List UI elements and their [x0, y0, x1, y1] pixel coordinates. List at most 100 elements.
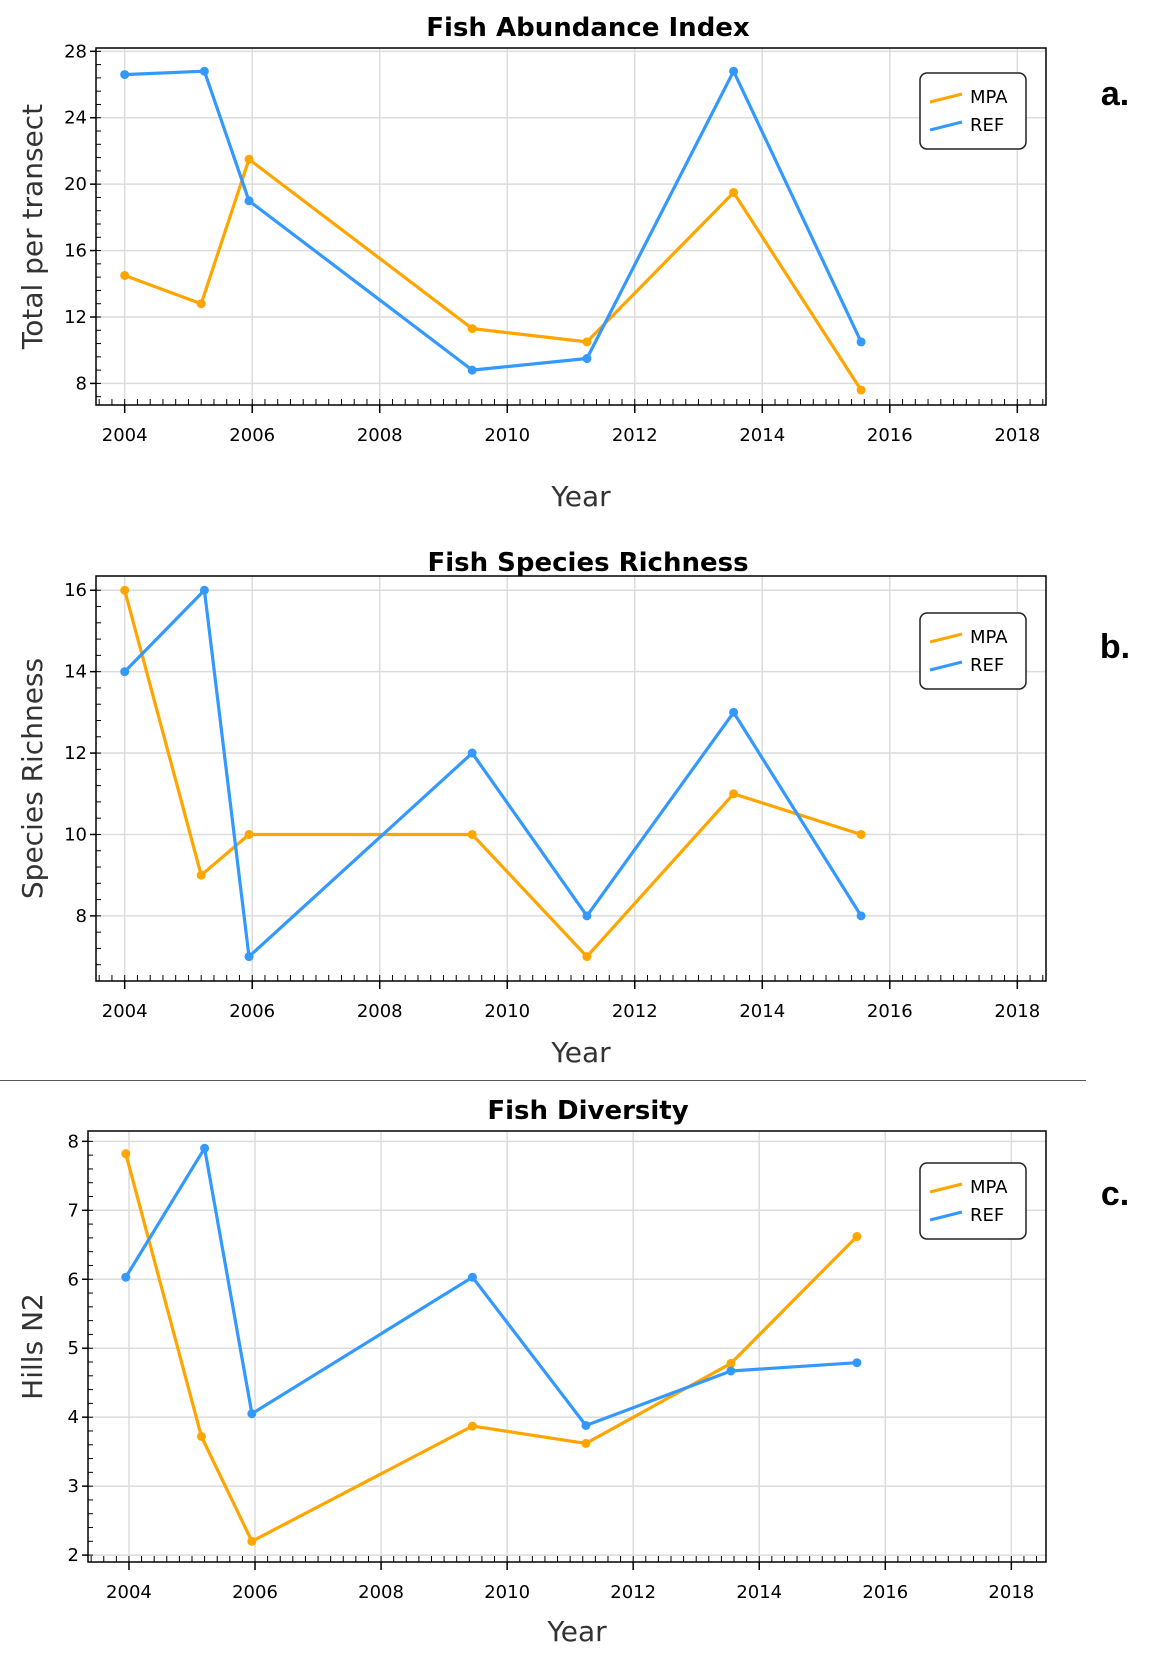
chart-title: Fish Diversity: [487, 1096, 688, 1126]
y-tick-label: 4: [68, 1407, 79, 1428]
data-point-ref: [244, 952, 254, 962]
data-point-ref: [581, 1420, 591, 1430]
y-tick-label: 14: [64, 662, 87, 683]
legend-swatch-ref: [929, 1210, 963, 1222]
data-point-ref: [852, 1358, 862, 1368]
data-point-ref: [856, 911, 866, 921]
x-tick-label: 2010: [484, 1582, 530, 1603]
legend-box: [919, 1162, 1027, 1240]
x-tick-label: 2016: [867, 425, 913, 446]
legend-swatch-ref: [929, 660, 963, 672]
x-tick-label: 2006: [232, 1582, 278, 1603]
x-tick-label: 2012: [612, 425, 658, 446]
y-axis-label: Hills N2: [16, 1293, 49, 1400]
x-tick-label: 2012: [612, 1001, 658, 1022]
x-tick-label: 2004: [106, 1582, 152, 1603]
data-point-mpa: [120, 585, 130, 595]
data-point-mpa: [582, 337, 592, 347]
data-point-mpa: [581, 1438, 591, 1448]
x-tick-label: 2006: [229, 425, 275, 446]
y-tick-label: 28: [64, 41, 87, 62]
legend-box: [919, 72, 1027, 150]
y-tick-label: 16: [64, 580, 87, 601]
panel-label: c.: [1101, 1175, 1129, 1213]
data-point-ref: [247, 1409, 257, 1419]
data-point-ref: [467, 365, 477, 375]
data-point-ref: [199, 66, 209, 76]
series-group: [121, 1143, 862, 1546]
x-tick-label: 2016: [862, 1582, 908, 1603]
panel-label: b.: [1100, 628, 1130, 666]
panel-divider: [0, 1080, 1086, 1081]
legend-box: [919, 612, 1027, 690]
x-tick-label: 2014: [736, 1582, 782, 1603]
x-tick-label: 2018: [994, 1001, 1040, 1022]
data-point-ref: [726, 1366, 736, 1376]
y-tick-label: 16: [64, 241, 87, 262]
x-tick-label: 2004: [102, 425, 148, 446]
x-tick-label: 2008: [358, 1582, 404, 1603]
data-point-mpa: [852, 1232, 862, 1242]
panel-label: a.: [1101, 75, 1129, 113]
data-point-mpa: [467, 324, 477, 334]
data-point-mpa: [856, 829, 866, 839]
legend-label-ref: REF: [970, 1205, 1004, 1226]
y-tick-label: 24: [64, 108, 87, 129]
y-tick-label: 3: [68, 1476, 79, 1497]
legend-label-mpa: MPA: [970, 627, 1008, 648]
data-point-ref: [120, 667, 130, 677]
x-tick-label: 2012: [610, 1582, 656, 1603]
y-tick-label: 8: [76, 906, 87, 927]
x-axis-label: Year: [550, 1036, 611, 1069]
chart-title: Fish Species Richness: [427, 548, 748, 578]
data-point-mpa: [856, 385, 866, 395]
x-tick-label: 2008: [357, 425, 403, 446]
x-axis-label: Year: [550, 480, 611, 513]
x-tick-label: 2008: [357, 1001, 403, 1022]
legend-label-ref: REF: [970, 655, 1004, 676]
chart-fish-diversity: Fish Diversity 2004 2006 2008 2010 2012 2014 20…: [16, 1096, 1129, 1648]
data-point-mpa: [582, 952, 592, 962]
x-axis-label: Year: [546, 1615, 607, 1648]
data-point-mpa: [244, 829, 254, 839]
data-point-ref: [467, 1272, 477, 1282]
plot-area: [96, 48, 1046, 405]
data-point-mpa: [467, 1421, 477, 1431]
data-point-ref: [467, 748, 477, 758]
x-tick-label: 2016: [867, 1001, 913, 1022]
plot-area: [88, 1131, 1046, 1562]
data-point-ref: [244, 196, 254, 206]
x-tick-label: 2010: [484, 1001, 530, 1022]
y-tick-label: 2: [68, 1545, 79, 1566]
y-tick-label: 8: [76, 373, 87, 394]
y-tick-label: 5: [68, 1338, 79, 1359]
series-group: [120, 585, 866, 962]
legend-swatch-mpa: [929, 92, 963, 104]
series-group: [120, 66, 866, 395]
y-tick-label: 12: [64, 307, 87, 328]
data-point-mpa: [726, 1358, 736, 1368]
data-point-ref: [120, 70, 130, 80]
data-point-ref: [199, 585, 209, 595]
x-tick-label: 2006: [229, 1001, 275, 1022]
x-tick-label: 2004: [102, 1001, 148, 1022]
data-point-mpa: [729, 187, 739, 197]
data-point-mpa: [196, 1431, 206, 1441]
plot-frame: [87, 1130, 1047, 1563]
legend-label-mpa: MPA: [970, 1177, 1008, 1198]
data-point-mpa: [196, 299, 206, 309]
data-point-ref: [582, 354, 592, 364]
x-tick-label: 2018: [994, 425, 1040, 446]
plot-area: [96, 576, 1046, 981]
x-tick-label: 2014: [739, 425, 785, 446]
chart-title: Fish Abundance Index: [426, 13, 750, 43]
legend-label-ref: REF: [970, 115, 1004, 136]
data-point-ref: [729, 66, 739, 76]
y-tick-label: 10: [64, 824, 87, 845]
y-tick-label: 7: [68, 1200, 79, 1221]
legend-swatch-ref: [929, 120, 963, 132]
y-axis-label: Total per transect: [16, 104, 49, 350]
legend-swatch-mpa: [929, 632, 963, 644]
y-tick-label: 12: [64, 743, 87, 764]
